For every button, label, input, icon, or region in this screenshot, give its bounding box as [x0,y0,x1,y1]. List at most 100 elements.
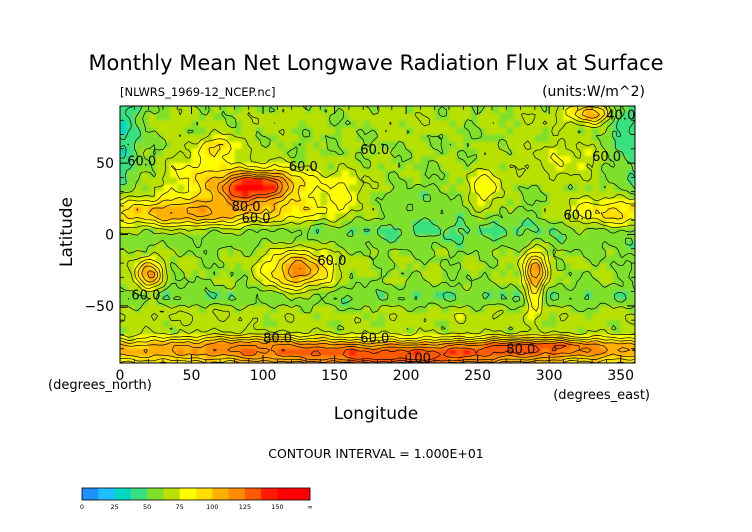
heatmap-cell [291,198,300,207]
heatmap-cell [391,134,400,143]
heatmap-cell [341,291,350,300]
heatmap-cell [413,348,422,357]
heatmap-cell [499,334,507,343]
contour-line [120,106,635,159]
heatmap-cell [356,248,364,257]
heatmap-cell [127,205,135,214]
heatmap-cell [506,284,514,293]
heatmap-cell [413,198,422,207]
heatmap-cell [177,298,185,307]
heatmap-cell [212,170,221,178]
heatmap-cell [484,284,493,293]
heatmap-cell [348,141,357,150]
heatmap-cell [506,141,514,150]
heatmap-cell [234,191,243,200]
heatmap-cell [370,205,379,214]
heatmap-cell [327,327,336,336]
heatmap-cell [127,291,135,300]
heatmap-cell [491,355,500,363]
heatmap-cell [627,348,635,357]
heatmap-cell [363,248,371,257]
heatmap-cell [284,120,293,129]
heatmap-cell [177,313,185,321]
heatmap-cell [484,334,493,343]
heatmap-cell [356,291,364,300]
heatmap-cell [398,234,407,243]
heatmap-cell [198,355,207,363]
heatmap-cell [198,120,207,129]
heatmap-cell [413,284,422,293]
heatmap-cell [484,227,493,236]
heatmap-cell [556,327,565,336]
heatmap-cell [377,141,386,150]
heatmap-cell [155,305,164,314]
heatmap-cell [534,127,543,136]
heatmap-cell [527,327,536,336]
heatmap-cell [549,106,557,114]
heatmap-cell [320,284,329,293]
heatmap-cell [134,327,143,336]
heatmap-cell [506,213,514,221]
heatmap-cell [499,320,507,328]
heatmap-cell [377,305,386,314]
heatmap-cell [248,120,257,129]
heatmap-cell [542,334,550,343]
heatmap-cell [570,127,579,136]
heatmap-cell [284,298,293,307]
heatmap-cell [527,334,536,343]
heatmap-cell [499,120,507,129]
heatmap-cell [127,134,135,143]
heatmap-cell [313,320,321,328]
heatmap-cell [148,113,157,121]
heatmap-cell [627,141,635,150]
heatmap-cell [534,241,543,250]
heatmap-cell [463,327,472,336]
heatmap-cell [212,177,221,186]
heatmap-cell [198,277,207,286]
heatmap-cell [305,327,314,336]
heatmap-cell [513,341,522,350]
heatmap-cell [277,298,286,307]
heatmap-cell [291,270,300,278]
heatmap-cell [570,177,579,186]
heatmap-cell [241,255,250,264]
heatmap-cell [313,255,321,264]
heatmap-cell [320,277,329,286]
heatmap-cell [477,177,486,186]
heatmap-cell [513,305,522,314]
heatmap-cell [627,120,635,129]
heatmap-cell [212,234,221,243]
heatmap-cell [120,213,128,221]
heatmap-cell [270,141,278,150]
heatmap-cell [627,248,635,257]
heatmap-cell [363,327,371,336]
heatmap-cell [506,263,514,271]
heatmap-cell [556,220,565,228]
heatmap-cell [334,127,343,136]
heatmap-cell [463,320,472,328]
heatmap-cell [341,163,350,171]
heatmap-cell [191,284,200,293]
heatmap-cell [470,284,479,293]
heatmap-cell [413,320,422,328]
heatmap-cell [205,313,214,321]
colorbar-label: ∞ [307,503,312,511]
heatmap-cell [348,348,357,357]
heatmap-cell [305,298,314,307]
heatmap-cell [234,284,243,293]
heatmap-cell [584,106,593,114]
heatmap-cell [456,234,464,243]
heatmap-cell [613,291,622,300]
heatmap-cell [456,163,464,171]
heatmap-cell [348,127,357,136]
heatmap-cell [155,213,164,221]
heatmap-cell [291,141,300,150]
heatmap-cell [584,134,593,143]
heatmap-cell [484,348,493,357]
heatmap-cell [191,191,200,200]
heatmap-cell [477,305,486,314]
heatmap-cell [170,141,178,150]
heatmap-cell [377,284,386,293]
heatmap-cell [327,334,336,343]
heatmap-cell [391,263,400,271]
